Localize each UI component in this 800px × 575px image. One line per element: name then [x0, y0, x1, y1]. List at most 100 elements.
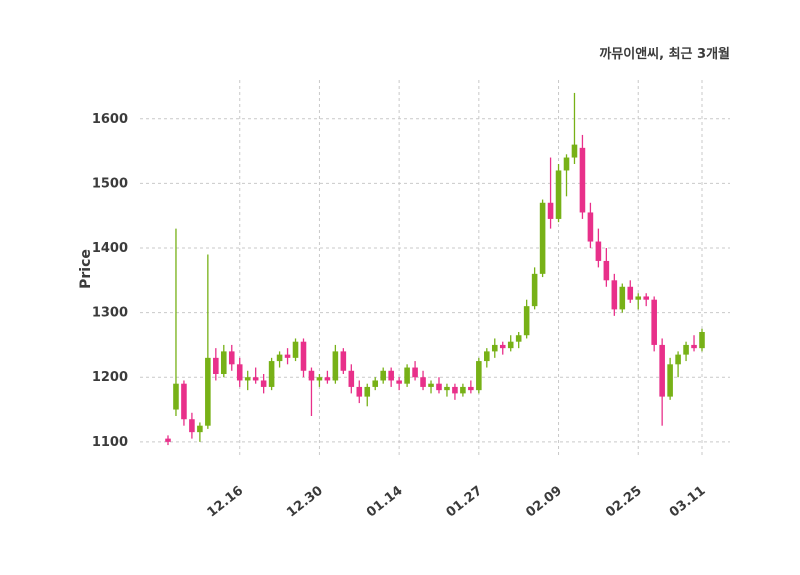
- candle-down: [627, 280, 634, 303]
- candle-up: [675, 351, 681, 378]
- candle-body: [611, 280, 618, 310]
- candle-up: [404, 364, 410, 387]
- candles: [165, 92, 705, 446]
- candle-down: [396, 377, 402, 391]
- candle-up: [667, 357, 673, 400]
- candle-down: [691, 335, 697, 352]
- candle-body: [579, 147, 586, 213]
- candle-up: [683, 341, 689, 362]
- y-tick-label: 1300: [92, 306, 128, 321]
- candle-body: [667, 364, 673, 397]
- y-tick-label: 1400: [92, 241, 128, 256]
- candle-up: [268, 357, 275, 391]
- candle-body: [683, 344, 689, 355]
- candle-body: [699, 332, 705, 349]
- y-tick-labels: 1100 1200 1300 1400 1500 1600: [92, 112, 128, 450]
- candle-body: [420, 377, 426, 387]
- candle-up: [523, 299, 530, 339]
- gridlines: [140, 80, 730, 458]
- candle-up: [316, 374, 323, 387]
- candle-down: [579, 134, 586, 219]
- candle-body: [332, 351, 339, 381]
- candle-body: [539, 202, 546, 274]
- candle-up: [539, 199, 546, 278]
- candle-up: [476, 357, 482, 394]
- candle-body: [675, 354, 681, 365]
- candle-down: [165, 435, 171, 446]
- candle-body: [428, 383, 434, 387]
- candle-down: [611, 273, 618, 316]
- candle-body: [197, 425, 203, 433]
- candle-down: [284, 348, 291, 365]
- candle-body: [436, 383, 442, 391]
- candle-body: [468, 386, 474, 391]
- candle-body: [627, 286, 634, 300]
- candle-body: [372, 380, 379, 387]
- candle-up: [372, 377, 379, 391]
- candle-up: [635, 293, 642, 310]
- candle-up: [276, 351, 283, 368]
- candle-body: [221, 351, 227, 374]
- candle-down: [420, 370, 426, 391]
- candle-body: [165, 438, 171, 442]
- candle-body: [181, 383, 187, 420]
- candle-body: [324, 377, 331, 381]
- candle-body: [364, 386, 371, 397]
- candle-down: [356, 380, 363, 404]
- candle-body: [284, 354, 291, 358]
- candle-body: [228, 351, 235, 365]
- candle-up: [221, 344, 227, 378]
- x-tick-label: 12.16: [205, 483, 247, 520]
- candle-down: [436, 377, 442, 394]
- candle-down: [181, 380, 187, 426]
- candle-down: [348, 364, 355, 394]
- candle-body: [276, 354, 283, 362]
- candle-down: [300, 338, 307, 378]
- candle-up: [380, 367, 386, 384]
- candle-body: [388, 370, 394, 381]
- candle-up: [515, 332, 522, 349]
- candle-body: [651, 299, 657, 345]
- candle-body: [396, 380, 402, 384]
- candle-up: [491, 338, 498, 358]
- candle-up: [563, 154, 570, 197]
- candle-body: [412, 367, 418, 378]
- y-tick-label: 1500: [92, 176, 128, 191]
- candle-body: [173, 383, 179, 410]
- candle-up: [699, 328, 705, 352]
- candle-up: [205, 254, 211, 429]
- chart-title: 까뮤이앤씨, 최근 3개월: [599, 46, 730, 62]
- candle-body: [523, 306, 530, 336]
- candle-body: [571, 144, 578, 158]
- candle-body: [476, 361, 482, 391]
- x-tick-label: 02.25: [603, 483, 645, 520]
- y-tick-label: 1200: [92, 370, 128, 385]
- candle-body: [555, 170, 562, 219]
- candle-body: [380, 370, 386, 381]
- candle-up: [292, 338, 299, 362]
- candle-body: [691, 344, 697, 349]
- candle-down: [236, 357, 243, 387]
- x-tick-label: 02.09: [523, 483, 565, 520]
- candle-body: [484, 351, 490, 362]
- candle-up: [444, 383, 450, 397]
- candle-body: [499, 344, 506, 349]
- candle-body: [236, 364, 243, 381]
- candle-body: [452, 386, 458, 394]
- candle-down: [659, 338, 665, 426]
- candle-body: [404, 367, 410, 384]
- candle-down: [308, 367, 315, 416]
- candle-up: [619, 283, 626, 313]
- chart-dynamic-layer: 1100 1200 1300 1400 1500 1600 12.16 12.30 01.14 0…: [92, 80, 730, 520]
- candle-up: [332, 344, 339, 384]
- candle-body: [252, 377, 259, 381]
- candle-body: [205, 357, 211, 426]
- candle-up: [197, 422, 203, 442]
- x-tick-label: 03.11: [667, 483, 709, 520]
- candle-body: [348, 370, 355, 387]
- candle-body: [189, 419, 195, 433]
- candle-body: [595, 241, 602, 261]
- candle-up: [484, 348, 490, 368]
- candle-body: [444, 386, 450, 391]
